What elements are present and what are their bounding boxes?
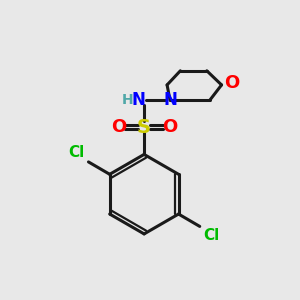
Text: N: N — [132, 91, 146, 109]
Text: O: O — [224, 74, 239, 92]
Text: H: H — [122, 93, 134, 107]
Text: Cl: Cl — [203, 228, 220, 243]
Text: S: S — [137, 118, 151, 137]
Text: Cl: Cl — [69, 145, 85, 160]
Text: N: N — [163, 91, 177, 109]
Text: O: O — [162, 118, 177, 136]
Text: O: O — [111, 118, 126, 136]
